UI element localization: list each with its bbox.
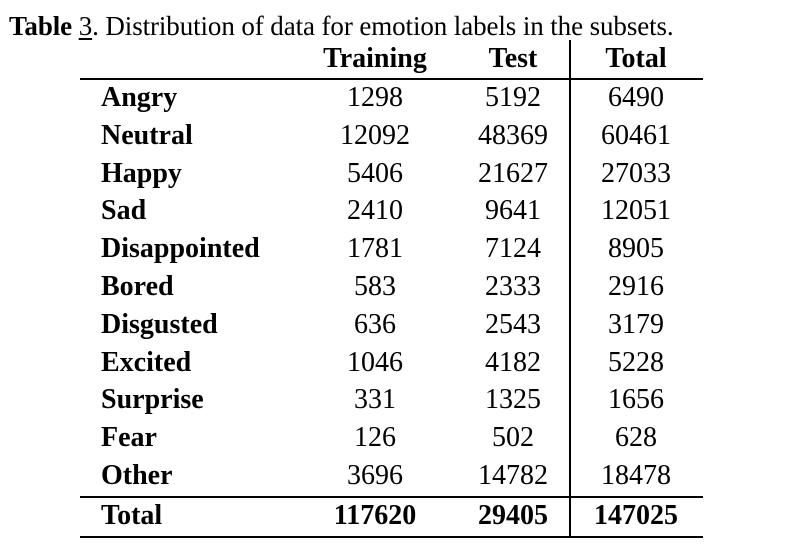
caption-label: Table	[9, 11, 73, 41]
total-value: 18478	[601, 460, 671, 491]
table-row: Bored 583 2333 2916	[80, 268, 703, 306]
training-value: 126	[354, 422, 396, 454]
table-row: Disappointed 1781 7124 8905	[80, 230, 703, 268]
table-total-row: Total 117620 29405 147025	[80, 497, 703, 535]
total-value: 27033	[601, 157, 671, 189]
training-value: 331	[354, 384, 396, 416]
row-label: Disgusted	[101, 308, 218, 340]
row-label: Surprise	[101, 384, 204, 416]
table-caption: Table 3. Distribution of data for emotio…	[9, 10, 674, 42]
training-value: 5406	[347, 157, 403, 189]
training-value: 12092	[340, 119, 410, 151]
training-value: 1046	[347, 346, 403, 378]
total-value: 12051	[601, 195, 671, 227]
header-training: Training	[323, 43, 427, 74]
total-test-value: 29405	[478, 500, 548, 531]
training-value: 2410	[347, 195, 403, 227]
total-value: 8905	[608, 233, 664, 265]
caption-number: 3	[78, 11, 93, 41]
test-value: 21627	[478, 157, 548, 189]
row-label: Angry	[101, 82, 178, 113]
training-value: 3696	[347, 460, 403, 491]
header-total: Total	[605, 43, 667, 74]
test-value: 502	[492, 422, 534, 454]
row-label: Excited	[101, 346, 192, 378]
total-value: 1656	[608, 384, 664, 416]
table-row: Excited 1046 4182 5228	[80, 344, 703, 382]
total-value: 2916	[608, 271, 664, 302]
total-value: 3179	[608, 308, 664, 340]
test-value: 48369	[478, 119, 548, 151]
table-header-row: Training Test Total	[80, 40, 703, 78]
test-value: 2333	[485, 271, 541, 302]
test-value: 2543	[485, 308, 541, 340]
grand-total-value: 147025	[594, 500, 678, 531]
row-label: Happy	[101, 157, 182, 189]
row-label: Other	[101, 460, 173, 491]
total-value: 5228	[608, 346, 664, 378]
test-value: 4182	[485, 346, 541, 378]
total-row-label: Total	[101, 500, 163, 531]
header-rule	[80, 78, 703, 80]
caption-text: . Distribution of data for emotion label…	[92, 11, 674, 41]
table-row: Fear 126 502 628	[80, 419, 703, 457]
table-row: Other 3696 14782 18478	[80, 457, 703, 495]
training-value: 636	[354, 308, 396, 340]
row-label: Fear	[101, 422, 157, 454]
row-label: Neutral	[101, 119, 193, 151]
training-value: 1781	[347, 233, 403, 265]
total-rule	[80, 496, 703, 498]
test-value: 14782	[478, 460, 548, 491]
test-value: 7124	[485, 233, 541, 265]
data-table: Training Test Total Angry 1298 5192 6490…	[80, 40, 703, 538]
test-value: 1325	[485, 384, 541, 416]
row-label: Bored	[101, 271, 174, 302]
header-test: Test	[488, 43, 538, 74]
total-training-value: 117620	[333, 500, 417, 531]
row-label: Sad	[101, 195, 147, 227]
table-row: Happy 5406 21627 27033	[80, 155, 703, 193]
total-value: 60461	[601, 119, 671, 151]
total-value: 6490	[608, 82, 664, 113]
table-row: Surprise 331 1325 1656	[80, 381, 703, 419]
test-value: 9641	[485, 195, 541, 227]
table-row: Neutral 12092 48369 60461	[80, 117, 703, 155]
training-value: 583	[354, 271, 396, 302]
column-divider	[569, 40, 571, 538]
table-row: Angry 1298 5192 6490	[80, 79, 703, 117]
training-value: 1298	[347, 82, 403, 113]
total-value: 628	[615, 422, 657, 454]
row-label: Disappointed	[101, 233, 260, 265]
table-row: Sad 2410 9641 12051	[80, 192, 703, 230]
table-row: Disgusted 636 2543 3179	[80, 306, 703, 344]
bottom-rule	[80, 536, 703, 538]
test-value: 5192	[485, 82, 541, 113]
